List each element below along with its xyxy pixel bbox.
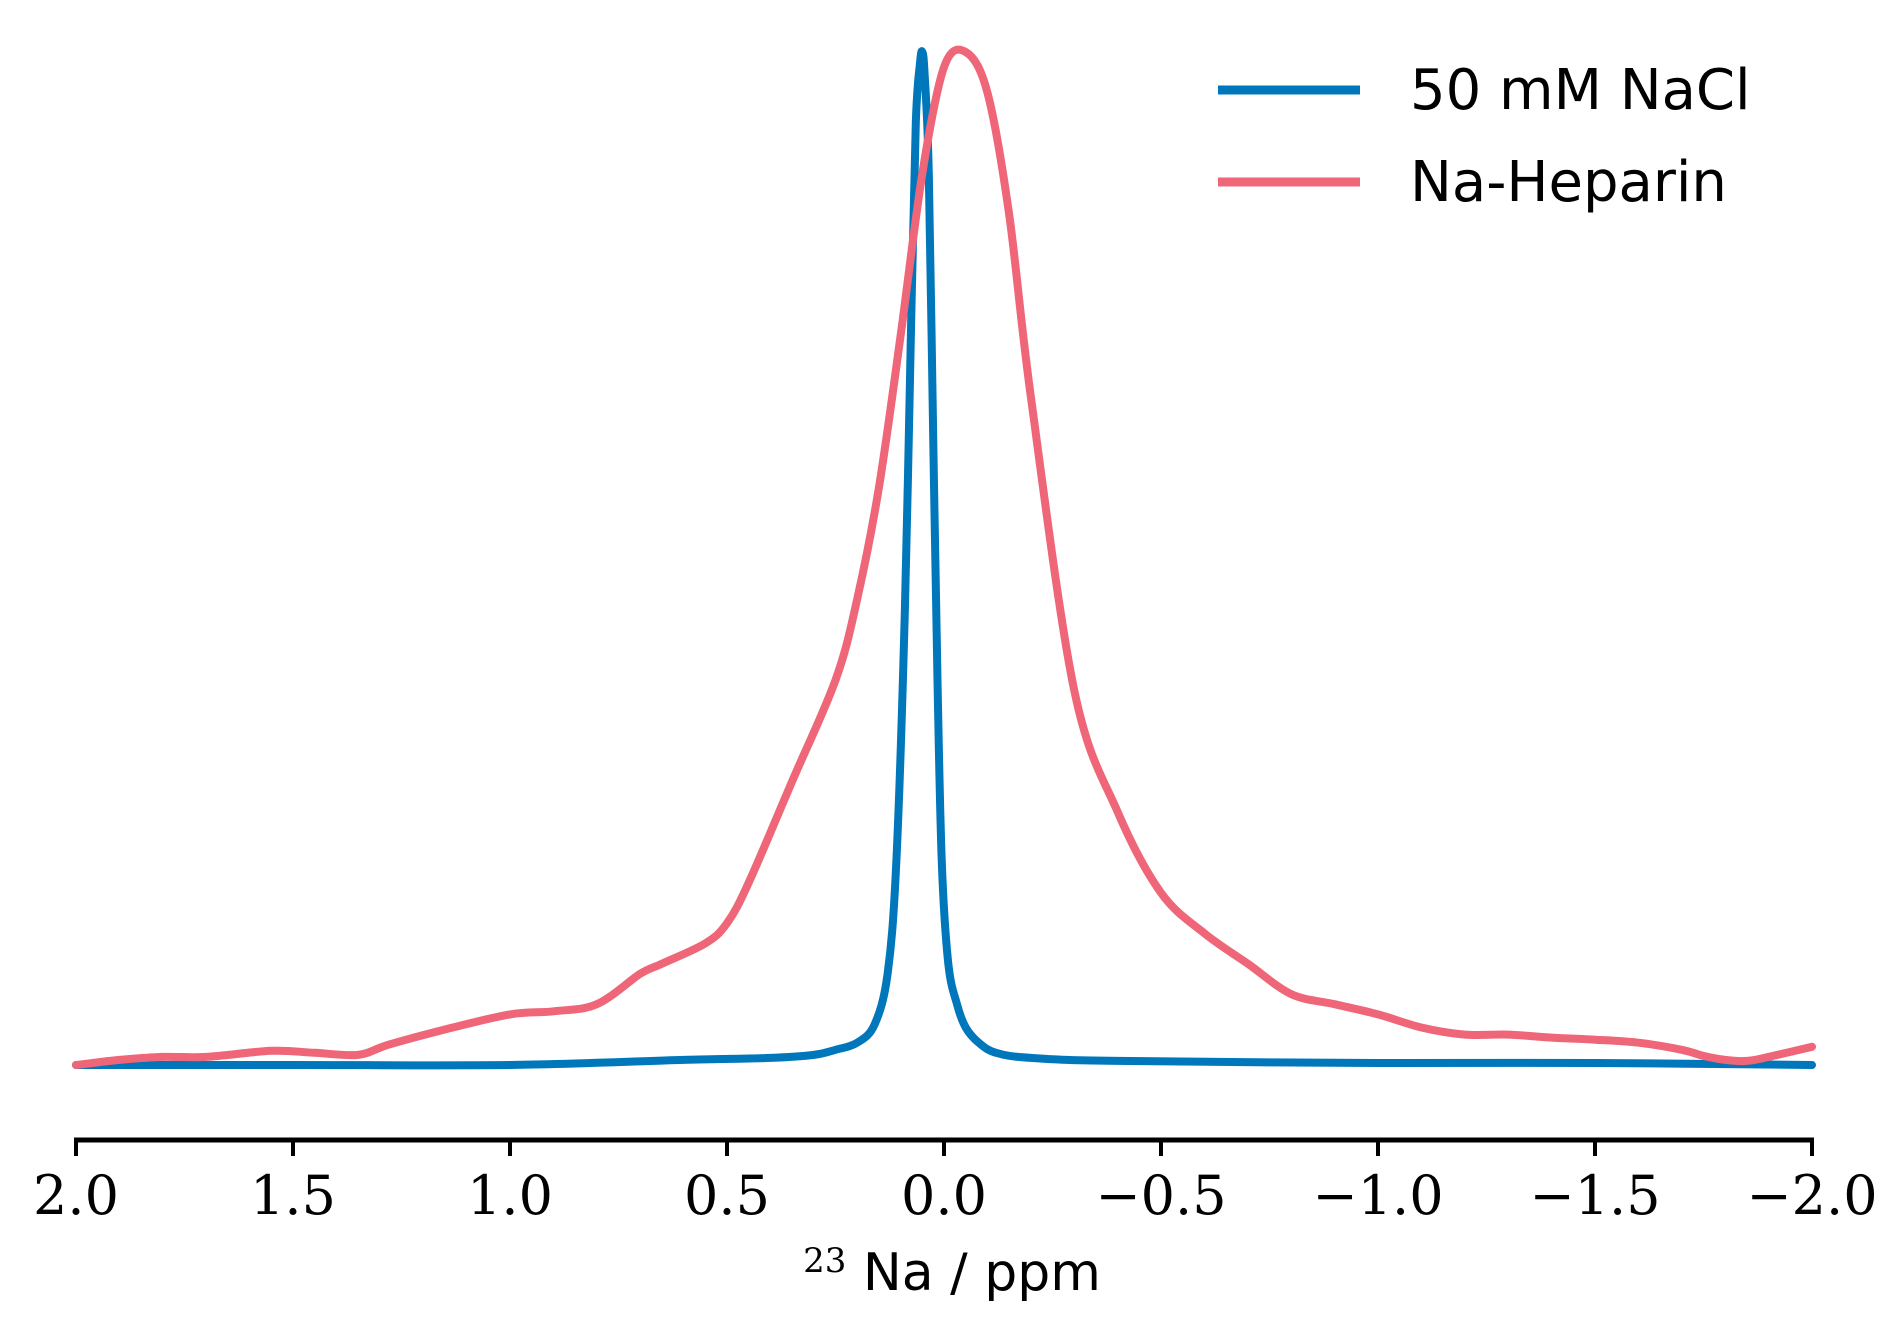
series-line-50-mm-nacl bbox=[72, 47, 1816, 1070]
x-tick-label: 1.5 bbox=[250, 1164, 336, 1227]
series-layer bbox=[72, 45, 1816, 1070]
x-axis-title: 23 Na / ppm bbox=[803, 1225, 1101, 1303]
x-tick-label: −1.0 bbox=[1312, 1164, 1443, 1227]
x-axis: 2.0 1.5 1.0 0.5 0.0 −0.5 −1.0 −1.5 −2.0 23 Na / … bbox=[33, 1137, 1878, 1303]
x-tick-label: −0.5 bbox=[1095, 1164, 1226, 1227]
plot-area bbox=[72, 45, 1816, 1070]
x-axis-title-text: Na / ppm bbox=[863, 1243, 1101, 1303]
legend: 50 mM NaCl Na-Heparin bbox=[1218, 58, 1751, 215]
x-ticks: 2.0 1.5 1.0 0.5 0.0 −0.5 −1.0 −1.5 −2.0 bbox=[33, 1140, 1878, 1227]
series-line-na-heparin bbox=[72, 45, 1816, 1069]
x-tick-label: −2.0 bbox=[1746, 1164, 1877, 1227]
x-tick-label: 1.0 bbox=[467, 1164, 553, 1227]
x-tick-label: 0.5 bbox=[684, 1164, 770, 1227]
x-tick-label: 0.0 bbox=[901, 1164, 987, 1227]
x-tick-label: −1.5 bbox=[1529, 1164, 1660, 1227]
x-tick-label: 2.0 bbox=[33, 1164, 119, 1227]
x-axis-title-superscript: 23 bbox=[803, 1241, 846, 1281]
legend-label: 50 mM NaCl bbox=[1410, 58, 1751, 123]
legend-label: Na-Heparin bbox=[1410, 150, 1727, 215]
